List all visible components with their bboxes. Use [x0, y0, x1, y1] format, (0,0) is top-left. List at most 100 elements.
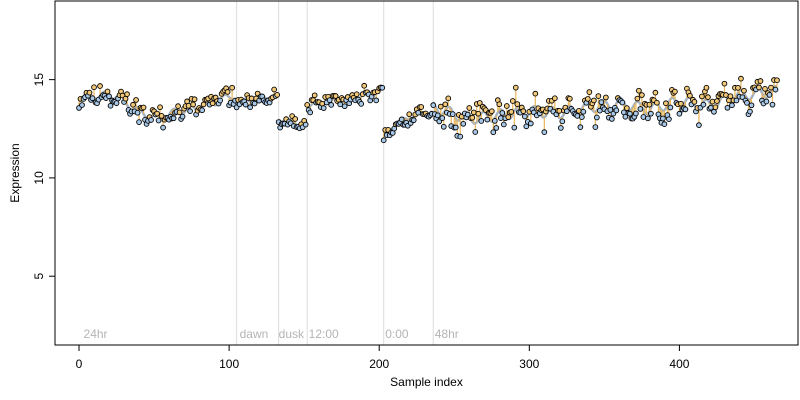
- y-axis: 5 10 15: [32, 73, 56, 280]
- data-point: [505, 114, 512, 120]
- data-point: [747, 108, 753, 115]
- data-point: [79, 102, 85, 108]
- data-point: [191, 96, 198, 103]
- data-point: [748, 102, 755, 109]
- data-point: [666, 116, 672, 123]
- data-point: [532, 90, 539, 97]
- data-point: [97, 83, 103, 89]
- data-point: [541, 129, 548, 136]
- data-point: [729, 102, 735, 109]
- data-point: [696, 122, 702, 129]
- data-point: [122, 95, 129, 102]
- data-point: [511, 124, 518, 131]
- data-point: [646, 101, 653, 108]
- data-point: [418, 104, 425, 110]
- data-point: [307, 109, 314, 116]
- data-point: [633, 110, 639, 117]
- data-point: [449, 111, 456, 117]
- data-point: [311, 92, 318, 99]
- data-point: [705, 94, 711, 100]
- data-point: [358, 101, 365, 107]
- data-point: [512, 84, 519, 91]
- x-tick-label: 300: [519, 357, 539, 371]
- data-point: [714, 98, 720, 104]
- segment-label: 12:00: [309, 327, 339, 341]
- data-point: [148, 117, 154, 123]
- data-point: [735, 84, 741, 91]
- y-tick-label: 15: [32, 73, 46, 87]
- data-point: [672, 88, 678, 95]
- segment-label: 48hr: [435, 327, 459, 341]
- data-point: [437, 103, 444, 110]
- data-point: [430, 102, 437, 108]
- data-point: [154, 110, 160, 117]
- data-point: [678, 100, 684, 107]
- data-point: [373, 97, 380, 104]
- data-point: [660, 115, 666, 122]
- data-point: [724, 104, 731, 111]
- data-point: [224, 89, 231, 95]
- data-point: [556, 107, 563, 114]
- data-point: [476, 100, 483, 106]
- data-point: [155, 117, 162, 124]
- data-point: [700, 101, 707, 108]
- data-point: [687, 92, 693, 99]
- data-point: [304, 101, 311, 108]
- data-point: [712, 104, 719, 111]
- data-point: [478, 118, 485, 124]
- data-point: [594, 114, 600, 121]
- data-point: [86, 89, 93, 96]
- x-tick-label: 200: [369, 357, 389, 371]
- data-point: [251, 100, 258, 107]
- data-point: [398, 116, 405, 123]
- data-point: [598, 99, 605, 105]
- data-point: [723, 92, 729, 98]
- data-point: [595, 93, 602, 99]
- data-point: [271, 86, 277, 93]
- data-point: [591, 97, 597, 104]
- data-point: [663, 100, 669, 107]
- data-point: [89, 95, 96, 102]
- plot-frame: [54, 0, 799, 346]
- data-point: [470, 109, 477, 116]
- data-point: [503, 103, 510, 109]
- data-point: [460, 120, 467, 127]
- data-point: [179, 113, 186, 120]
- y-axis-label: Expression: [8, 143, 22, 202]
- data-point: [410, 117, 417, 124]
- data-point: [379, 84, 386, 91]
- data-point: [523, 123, 530, 130]
- data-point: [472, 129, 479, 135]
- x-axis-label: Sample index: [390, 375, 463, 389]
- data-point: [106, 93, 112, 100]
- data-point: [475, 110, 482, 117]
- data-point: [667, 104, 674, 111]
- data-point: [624, 105, 630, 111]
- x-tick-label: 400: [669, 357, 689, 371]
- data-point: [466, 105, 473, 111]
- data-point: [328, 102, 335, 108]
- x-tick-label: 100: [219, 357, 239, 371]
- data-point: [491, 117, 498, 124]
- data-point: [199, 107, 205, 114]
- data-point: [176, 109, 183, 116]
- data-point: [445, 95, 452, 102]
- data-point: [157, 104, 163, 111]
- data-point: [439, 115, 446, 121]
- data-point: [579, 114, 585, 120]
- data-point: [520, 108, 527, 114]
- data-point: [563, 108, 570, 115]
- data-point: [654, 99, 660, 106]
- data-point: [457, 133, 464, 140]
- x-tick-label: 0: [76, 357, 83, 371]
- data-point: [652, 89, 659, 96]
- data-point: [648, 110, 654, 117]
- y-tick-label: 5: [32, 273, 46, 280]
- segment-label: 24hr: [84, 327, 108, 341]
- data-point: [247, 104, 253, 111]
- data-point: [104, 88, 111, 95]
- data-point: [763, 98, 770, 105]
- data-point: [514, 101, 521, 107]
- data-point: [613, 107, 620, 114]
- data-point: [762, 86, 768, 92]
